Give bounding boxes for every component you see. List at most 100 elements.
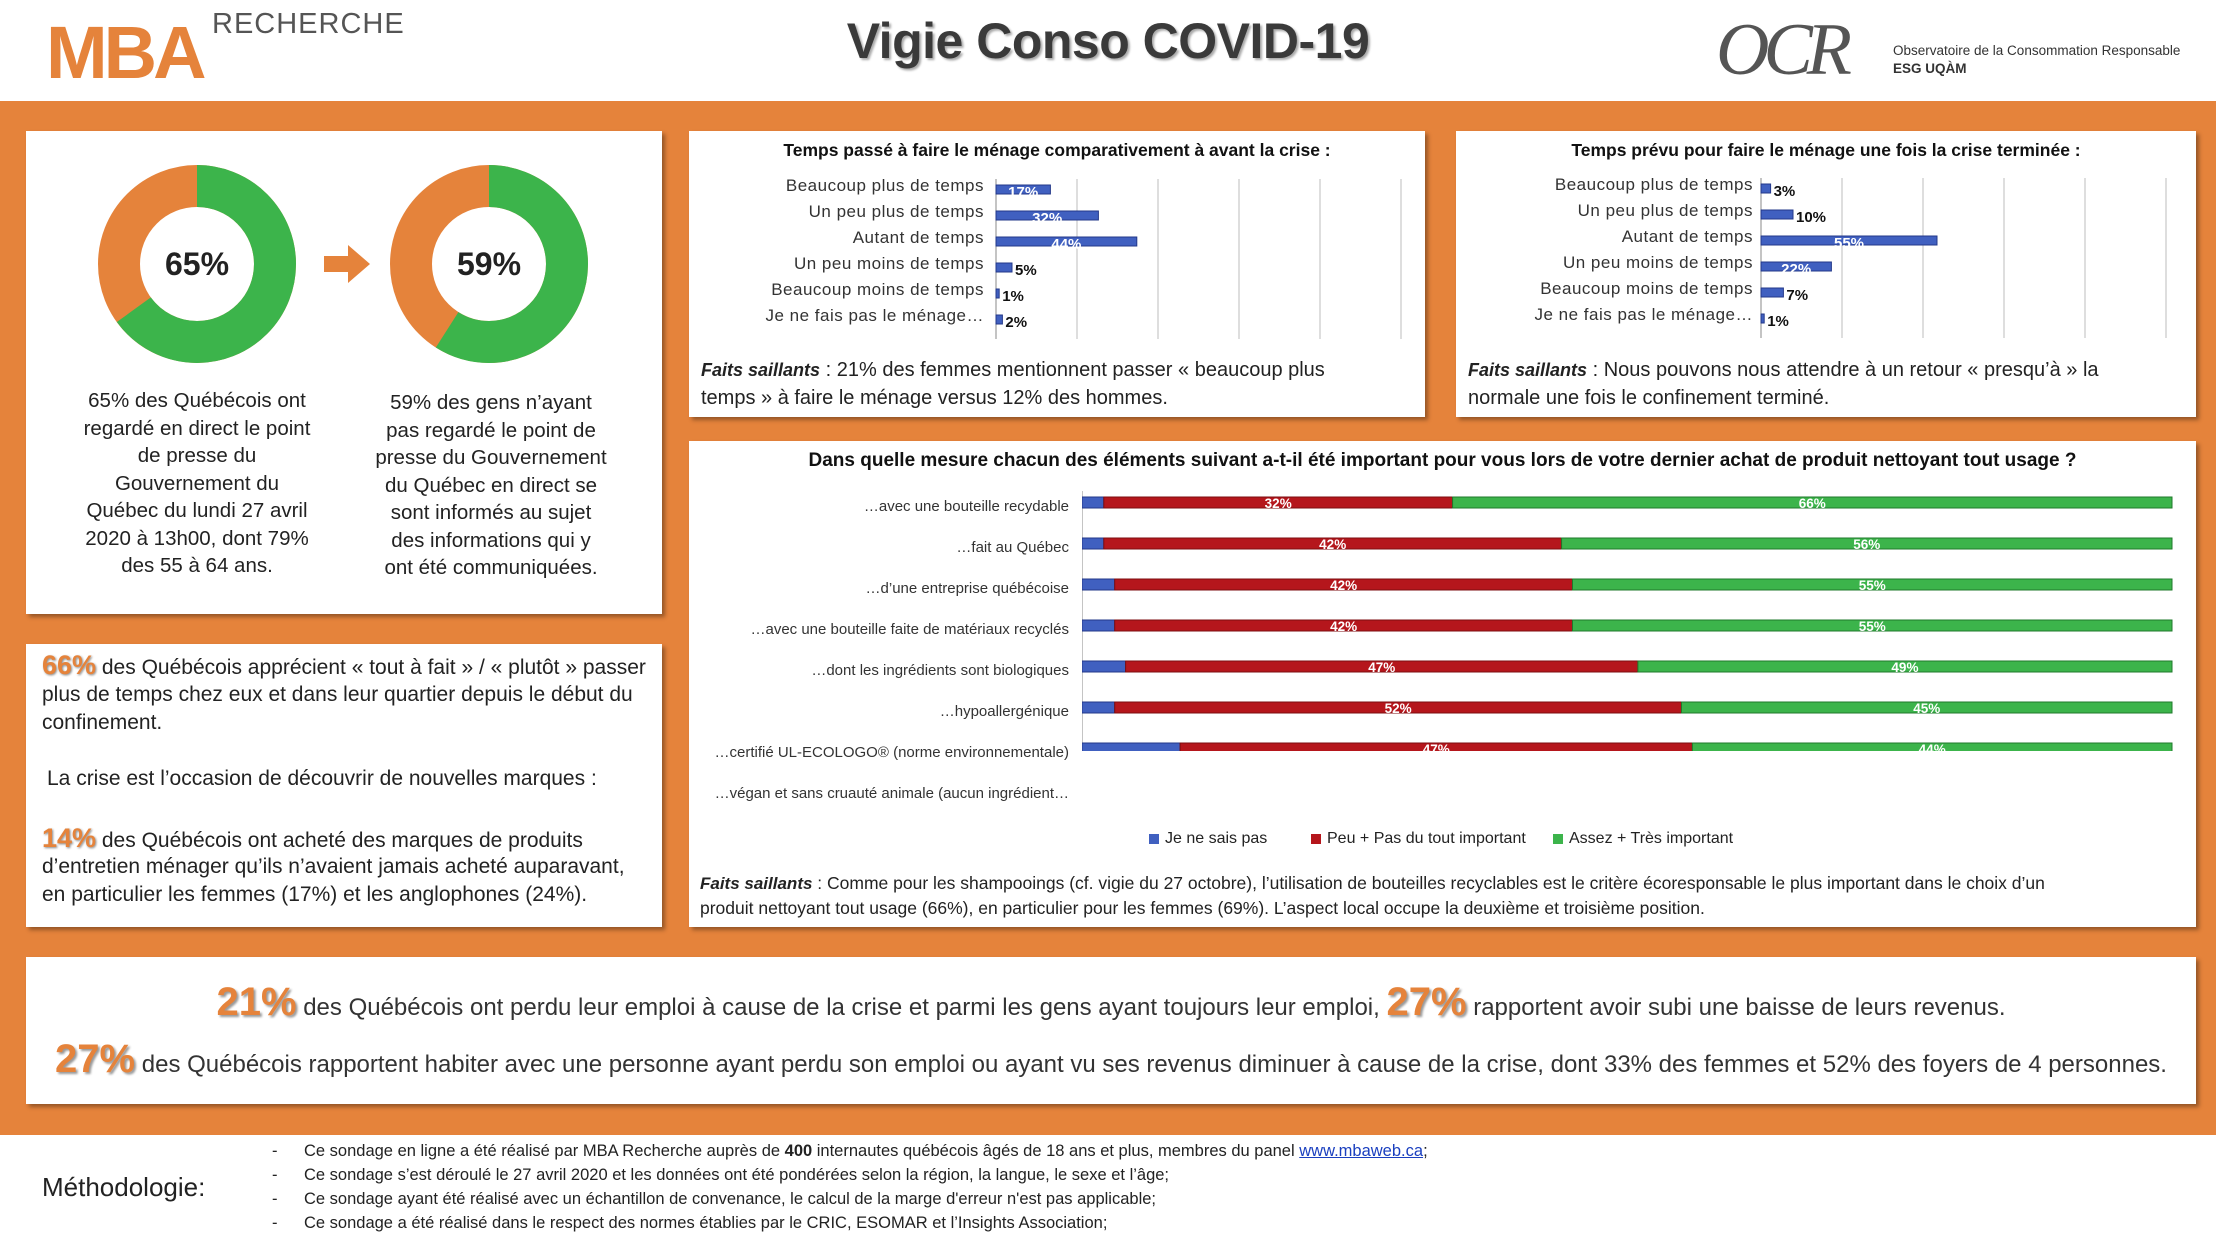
bottom-highlights: 21% des Québécois ont perdu leur emploi …	[26, 957, 2196, 1104]
segment-value-label: 45%	[1913, 701, 1940, 716]
insight-line: d’entretien ménager qu’ils n’avaient jam…	[42, 855, 625, 878]
segment-value-label: 55%	[1859, 578, 1886, 593]
legend-label: Assez + Très important	[1569, 830, 1734, 847]
caption-line: du Québec en direct se	[385, 473, 597, 497]
caption-line: 59% des gens n’ayant	[390, 391, 592, 414]
insight-line: confinement.	[42, 711, 163, 734]
bullet-dash: -	[272, 1166, 278, 1184]
highlight-line-2: 27% des Québécois rapportent habiter ave…	[26, 1037, 2196, 1082]
bar-value-label: 17%	[1008, 184, 1038, 201]
stacked-bar-segment	[1637, 660, 2173, 673]
highlight-text: des Québécois rapportent habiter avec un…	[135, 1051, 2167, 1078]
insight-line: 14% des Québécois ont acheté des marques…	[42, 824, 646, 855]
category-label: …avec une bouteille faite de matériaux r…	[750, 621, 1069, 638]
category-label: …certifié UL-ECOLOGO® (norme environneme…	[714, 744, 1069, 761]
highlight-percent: 27%	[55, 1037, 136, 1081]
methodology-line-2: Ce sondage s’est déroulé le 27 avril 202…	[304, 1166, 1170, 1184]
methodology-line-3: Ce sondage ayant été réalisé avec un éch…	[304, 1190, 1157, 1208]
caption-line: regardé en direct le point	[83, 416, 311, 440]
mba-logo: MBA	[46, 11, 209, 88]
caption-line: 2020 à 13h00, dont 79%	[85, 526, 309, 550]
insight-line: 66% des Québécois apprécient « tout à fa…	[42, 651, 646, 682]
donut-1-label: 65%	[164, 246, 230, 282]
faits-label: Faits saillants	[701, 360, 821, 380]
bar	[995, 210, 1099, 221]
donut-2-caption: 59% des gens n’ayant pas regardé le poin…	[360, 389, 622, 582]
bar-value-label: 2%	[1005, 314, 1027, 331]
faits-label: Faits saillants	[700, 874, 813, 893]
methodology-text: Ce sondage en ligne a été réalisé par MB…	[304, 1142, 785, 1160]
category-label: …fait au Québec	[956, 539, 1069, 556]
bar	[1760, 183, 1772, 194]
bar-value-label: 7%	[1786, 287, 1808, 304]
insight-line: en particulier les femmes (17%) et les a…	[42, 883, 588, 906]
faits-saillants-1: Faits saillants : 21% des femmes mention…	[701, 356, 1411, 412]
mbaweb-link[interactable]: www.mbaweb.ca	[1299, 1142, 1424, 1160]
segment-value-label: 49%	[1891, 660, 1918, 675]
bar-value-label: 32%	[1032, 210, 1062, 227]
legend-item-3: Assez + Très important	[1553, 830, 1733, 848]
legend-swatch	[1311, 833, 1321, 844]
legend-label: Peu + Pas du tout important	[1327, 830, 1526, 847]
stacked-bar-chart: 32% 66% 42% 56% 42% 55% 42% 55% 47% 49% 52% 45% 47% 4…	[1082, 491, 2173, 751]
segment-value-label: 47%	[1368, 660, 1395, 675]
category-label: …d’une entreprise québécoise	[865, 580, 1069, 597]
category-label: …hypoallergénique	[939, 703, 1069, 720]
chart-title: Dans quelle mesure chacun des éléments s…	[808, 450, 2077, 471]
methodology-line-4: Ce sondage a été réalisé dans le respect…	[304, 1214, 1108, 1232]
bullet-dash: -	[272, 1142, 278, 1160]
segment-value-label: 42%	[1319, 537, 1346, 552]
category-label: …dont les ingrédients sont biologiques	[811, 662, 1069, 679]
ocr-school: ESG UQÀM	[1893, 61, 1967, 76]
bar-value-label: 5%	[1015, 262, 1037, 279]
donut-2-value-arc	[390, 165, 588, 363]
insights-text-panel: 66% des Québécois apprécient « tout à fa…	[26, 644, 662, 927]
donut-2-label: 59%	[456, 246, 522, 282]
faits-line: Faits saillants : Nous pouvons nous atte…	[1468, 356, 2182, 384]
caption-line: presse du Gouvernement	[375, 446, 607, 469]
segment-value-label: 66%	[1799, 496, 1826, 511]
methodology-text: internautes québécois âgés de 18 ans et …	[812, 1142, 1300, 1160]
methodology-label: Méthodologie:	[42, 1172, 206, 1202]
bar-value-label: 1%	[1767, 313, 1789, 330]
insight-line: La crise est l’occasion de découvrir de …	[47, 767, 597, 790]
chart-title: Temps prévu pour faire le ménage une foi…	[1571, 140, 2081, 160]
stacked-bar-segment	[1452, 496, 2173, 509]
donut-panel: 65% 59% 65% des Québécois ont regardé en…	[26, 131, 662, 614]
stacked-bar-segment	[1082, 619, 1116, 632]
bar-value-label: 3%	[1774, 183, 1796, 200]
bar	[1760, 313, 1765, 324]
faits-text: : Comme pour les shampooings (cf. vigie …	[812, 873, 2045, 893]
highlight-text: rapportent avoir subi une baisse de leur…	[1466, 994, 2006, 1021]
category-label: Un peu moins de temps	[793, 254, 984, 273]
segment-value-label: 52%	[1385, 701, 1412, 716]
caption-line: de presse du	[137, 444, 257, 467]
highlight-line-1: 21% des Québécois ont perdu leur emploi …	[26, 980, 2196, 1025]
category-label: Autant de temps	[852, 228, 984, 247]
highlight-percent: 66%	[42, 650, 97, 680]
stacked-bar-segment	[1561, 537, 2173, 550]
bar	[1760, 261, 1832, 272]
faits-label: Faits saillants	[1468, 360, 1588, 380]
bar-chart-1: 17% 32% 44% 5% 1% 2%	[995, 179, 1402, 339]
faits-saillants-2: Faits saillants : Nous pouvons nous atte…	[1468, 356, 2182, 412]
highlight-text: des Québécois ont perdu leur emploi à ca…	[296, 994, 1387, 1021]
arrow-right-icon	[324, 245, 370, 283]
bar-chart-panel-2: Temps prévu pour faire le ménage une foi…	[1456, 131, 2196, 417]
category-label: Autant de temps	[1621, 227, 1753, 246]
caption-line: sont informés au sujet	[390, 501, 592, 524]
legend-swatch	[1149, 833, 1159, 844]
ocr-logo: OCR	[1716, 12, 1857, 84]
faits-line: Faits saillants : 21% des femmes mention…	[701, 356, 1411, 384]
bar	[995, 314, 1003, 325]
bar-value-label: 10%	[1796, 209, 1826, 226]
stacked-bar-segment	[1082, 701, 1116, 714]
chart-title: Temps passé à faire le ménage comparativ…	[783, 140, 1331, 160]
donut-1-caption: 65% des Québécois ont regardé en direct …	[62, 387, 332, 580]
segment-value-label: 47%	[1423, 742, 1450, 751]
insight-line: plus de temps chez eux et dans leur quar…	[42, 683, 633, 706]
bar	[1760, 287, 1784, 298]
bar	[995, 288, 1000, 299]
faits-line: normale une fois le confinement terminé.	[1468, 387, 1830, 409]
category-label: Un peu plus de temps	[808, 202, 984, 221]
